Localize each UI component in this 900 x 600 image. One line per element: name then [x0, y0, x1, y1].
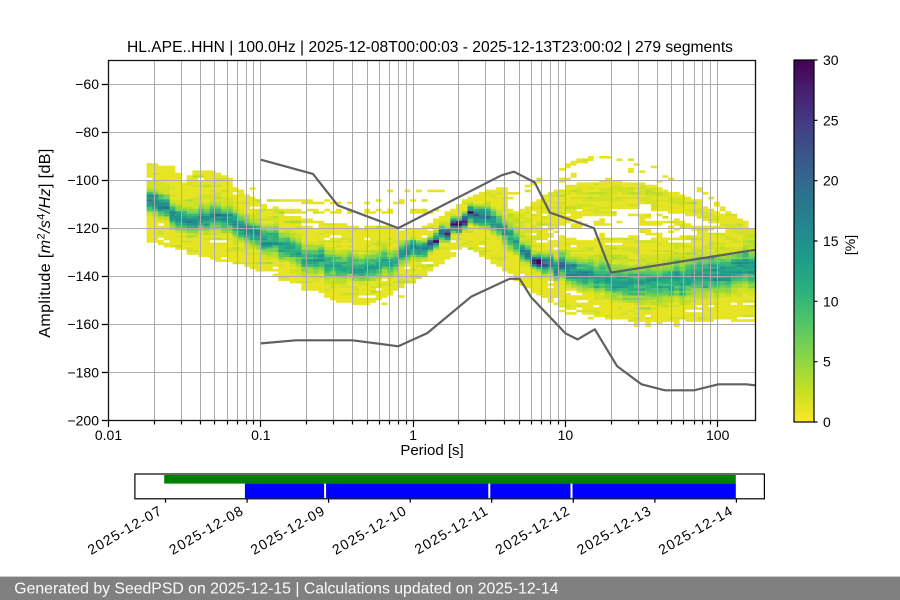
svg-text:100: 100	[706, 427, 730, 443]
svg-text:15: 15	[823, 233, 839, 249]
svg-text:HL.APE..HHN | 100.0Hz | 2025-1: HL.APE..HHN | 100.0Hz | 2025-12-08T00:00…	[127, 39, 733, 56]
svg-text:0.1: 0.1	[251, 427, 271, 443]
svg-text:Generated by SeedPSD on 2025-1: Generated by SeedPSD on 2025-12-15 | Cal…	[14, 581, 558, 598]
svg-text:−100: −100	[67, 172, 99, 188]
svg-text:0: 0	[823, 414, 831, 430]
svg-text:25: 25	[823, 112, 839, 128]
svg-text:1: 1	[409, 427, 417, 443]
svg-text:20: 20	[823, 173, 839, 189]
svg-text:−200: −200	[67, 412, 99, 428]
svg-text:10: 10	[823, 293, 839, 309]
svg-text:30: 30	[823, 52, 839, 68]
svg-text:−60: −60	[75, 76, 99, 92]
svg-text:0.01: 0.01	[95, 427, 122, 443]
svg-text:Amplitude [m2/s4/Hz] [dB]: Amplitude [m2/s4/Hz] [dB]	[36, 148, 55, 337]
svg-text:−120: −120	[67, 220, 99, 236]
svg-text:10: 10	[558, 427, 574, 443]
svg-text:5: 5	[823, 354, 831, 370]
svg-text:−180: −180	[67, 364, 99, 380]
svg-text:−160: −160	[67, 316, 99, 332]
svg-text:Period [s]: Period [s]	[400, 442, 463, 459]
svg-text:−140: −140	[67, 268, 99, 284]
svg-text:−80: −80	[75, 124, 99, 140]
svg-text:[%]: [%]	[842, 235, 858, 255]
